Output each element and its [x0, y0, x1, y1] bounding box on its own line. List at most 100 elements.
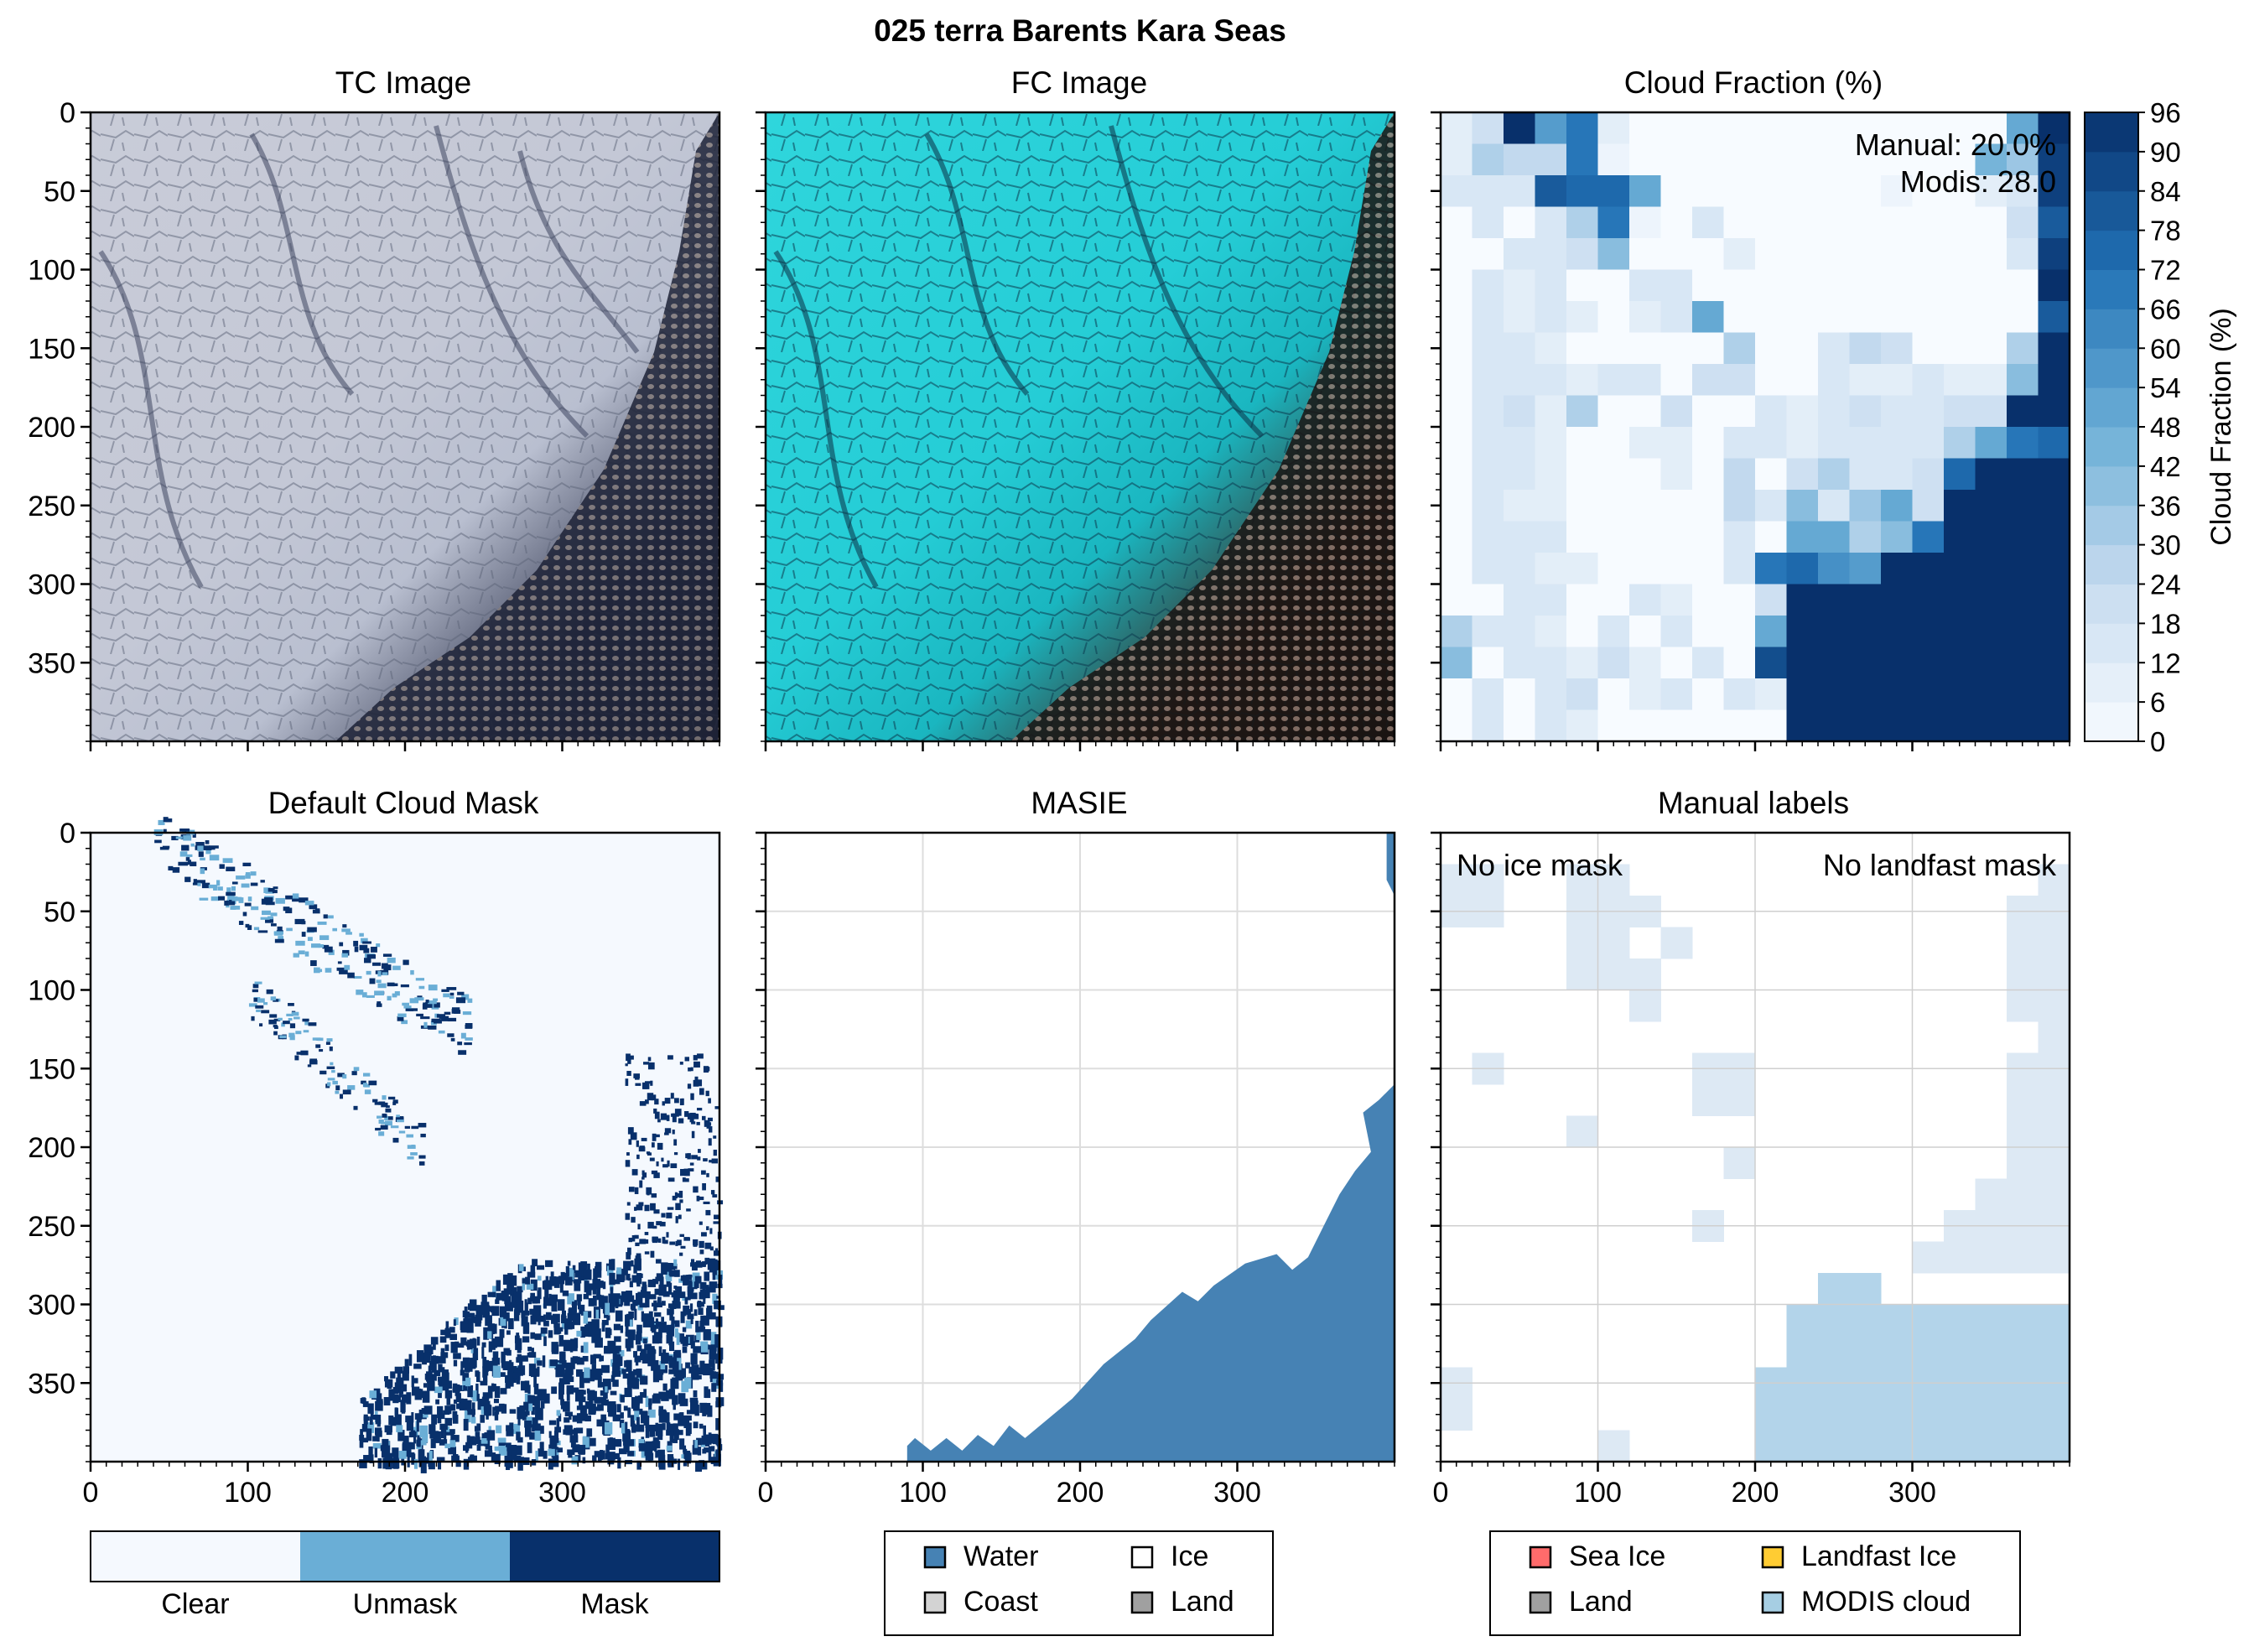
mask-pixel [671, 1113, 674, 1117]
mask-pixel [430, 1337, 439, 1345]
cloud-fraction-cell [2007, 647, 2039, 679]
mask-pixel [447, 1017, 457, 1022]
mask-pixel [654, 1099, 659, 1105]
mask-pixel [494, 1453, 501, 1465]
mask-pixel [200, 857, 205, 861]
mask-pixel [684, 1111, 689, 1117]
mask-pixel [587, 1283, 595, 1291]
mask-pixel [592, 1455, 597, 1462]
cloud-fraction-cell [1975, 364, 2007, 396]
mask-pixel [411, 1453, 416, 1465]
cloud-fraction-cell [1629, 206, 1661, 239]
mask-pixel [382, 972, 388, 976]
mask-pixel [381, 963, 388, 969]
mask-pixel [363, 1414, 368, 1425]
mask-pixel [331, 1069, 335, 1073]
cloud-fraction-cell [1786, 332, 1819, 365]
mask-pixel [530, 1265, 536, 1275]
mask-pixel [621, 1369, 626, 1374]
mask-pixel [465, 1023, 473, 1029]
mask-legend-swatch [510, 1531, 720, 1582]
x-tick-label: 0 [83, 1477, 99, 1509]
cloud-fraction-cell [1597, 301, 1630, 333]
panel-title-masie: MASIE [1031, 786, 1127, 820]
cloud-fraction-cell [2007, 206, 2039, 239]
mask-pixel [278, 1017, 283, 1021]
mask-pixel [500, 1317, 506, 1327]
cloud-fraction-cell [1472, 112, 1504, 144]
cloud-fraction-cell [1881, 553, 1913, 584]
mask-pixel [483, 1395, 488, 1402]
mask-pixel [418, 1409, 427, 1414]
mask-pixel [634, 1355, 641, 1363]
mask-pixel [531, 1395, 535, 1405]
mask-pixel [569, 1376, 574, 1383]
mask-pixel [629, 1281, 633, 1288]
mask-pixel [659, 1276, 664, 1290]
mask-pixel [634, 1234, 639, 1239]
mask-pixel [600, 1355, 604, 1362]
mask-pixel [628, 1237, 633, 1243]
mask-pixel [684, 1178, 689, 1182]
modis-cloud-cell [1566, 864, 1598, 896]
mask-pixel [635, 1292, 640, 1303]
mask-pixel [690, 1317, 693, 1324]
cloud-fraction-cell [1660, 301, 1693, 333]
cloud-fraction-cell [1535, 143, 1567, 176]
mask-pixel [625, 1213, 631, 1220]
mask-pixel [247, 896, 252, 901]
colorbar-segment [2085, 151, 2138, 192]
mask-pixel [580, 1326, 585, 1338]
mask-pixel [633, 1351, 638, 1358]
cloud-fraction-cell [2007, 238, 2039, 270]
cloud-fraction-cell [1597, 521, 1630, 553]
mask-pixel [657, 1290, 662, 1293]
cloud-fraction-cell [1849, 395, 1882, 428]
mask-pixel [377, 983, 387, 989]
mask-pixel [696, 1437, 702, 1446]
mask-pixel [701, 1232, 707, 1237]
x-tick-label: 300 [1888, 1477, 1936, 1509]
mask-pixel [530, 1417, 538, 1424]
cloud-fraction-cell [1629, 678, 1661, 710]
mask-pixel [444, 1011, 451, 1015]
colorbar-tick-label: 42 [2150, 451, 2181, 482]
modis-cloud-cell [1975, 1178, 2007, 1211]
cloud-fraction-cell [1944, 521, 1976, 553]
mask-pixel [687, 1113, 693, 1120]
mask-pixel [626, 1313, 632, 1319]
mask-pixel [627, 1451, 635, 1457]
cloud-fraction-cell [1881, 521, 1913, 553]
mask-pixel [533, 1305, 542, 1317]
mask-pixel [522, 1278, 526, 1284]
mask-pixel [627, 1264, 631, 1269]
mask-pixel [475, 1371, 480, 1383]
mask-pixel [517, 1416, 521, 1426]
mask-pixel [351, 1071, 357, 1076]
mask-pixel [614, 1452, 621, 1460]
cloud-fraction-cell [1660, 143, 1693, 176]
mask-pixel [339, 969, 348, 974]
cloud-fraction-cell [1441, 175, 1472, 207]
mask-pixel [449, 995, 454, 999]
mask-pixel [626, 1053, 631, 1062]
mask-pixel [487, 1331, 492, 1339]
colorbar-label: Cloud Fraction (%) [2205, 308, 2237, 545]
mask-pixel [685, 1320, 693, 1329]
mask-pixel [576, 1330, 582, 1337]
mask-pixel [649, 1426, 656, 1437]
mask-pixel [626, 1071, 631, 1076]
mask-pixel [699, 1423, 704, 1429]
colorbar-segment [2085, 702, 2138, 742]
mask-pixel [257, 930, 268, 933]
mask-pixel [689, 1162, 694, 1166]
mask-pixel [270, 912, 278, 917]
mask-pixel [448, 1446, 457, 1455]
mask-pixel [440, 1352, 449, 1358]
cloud-fraction-cell [1975, 427, 2007, 459]
mask-pixel [652, 1133, 657, 1141]
cloud-fraction-cell [1597, 584, 1630, 616]
cloud-fraction-cell [2038, 678, 2070, 710]
mask-pixel [708, 1098, 711, 1104]
cloud-fraction-cell [2007, 490, 2039, 522]
